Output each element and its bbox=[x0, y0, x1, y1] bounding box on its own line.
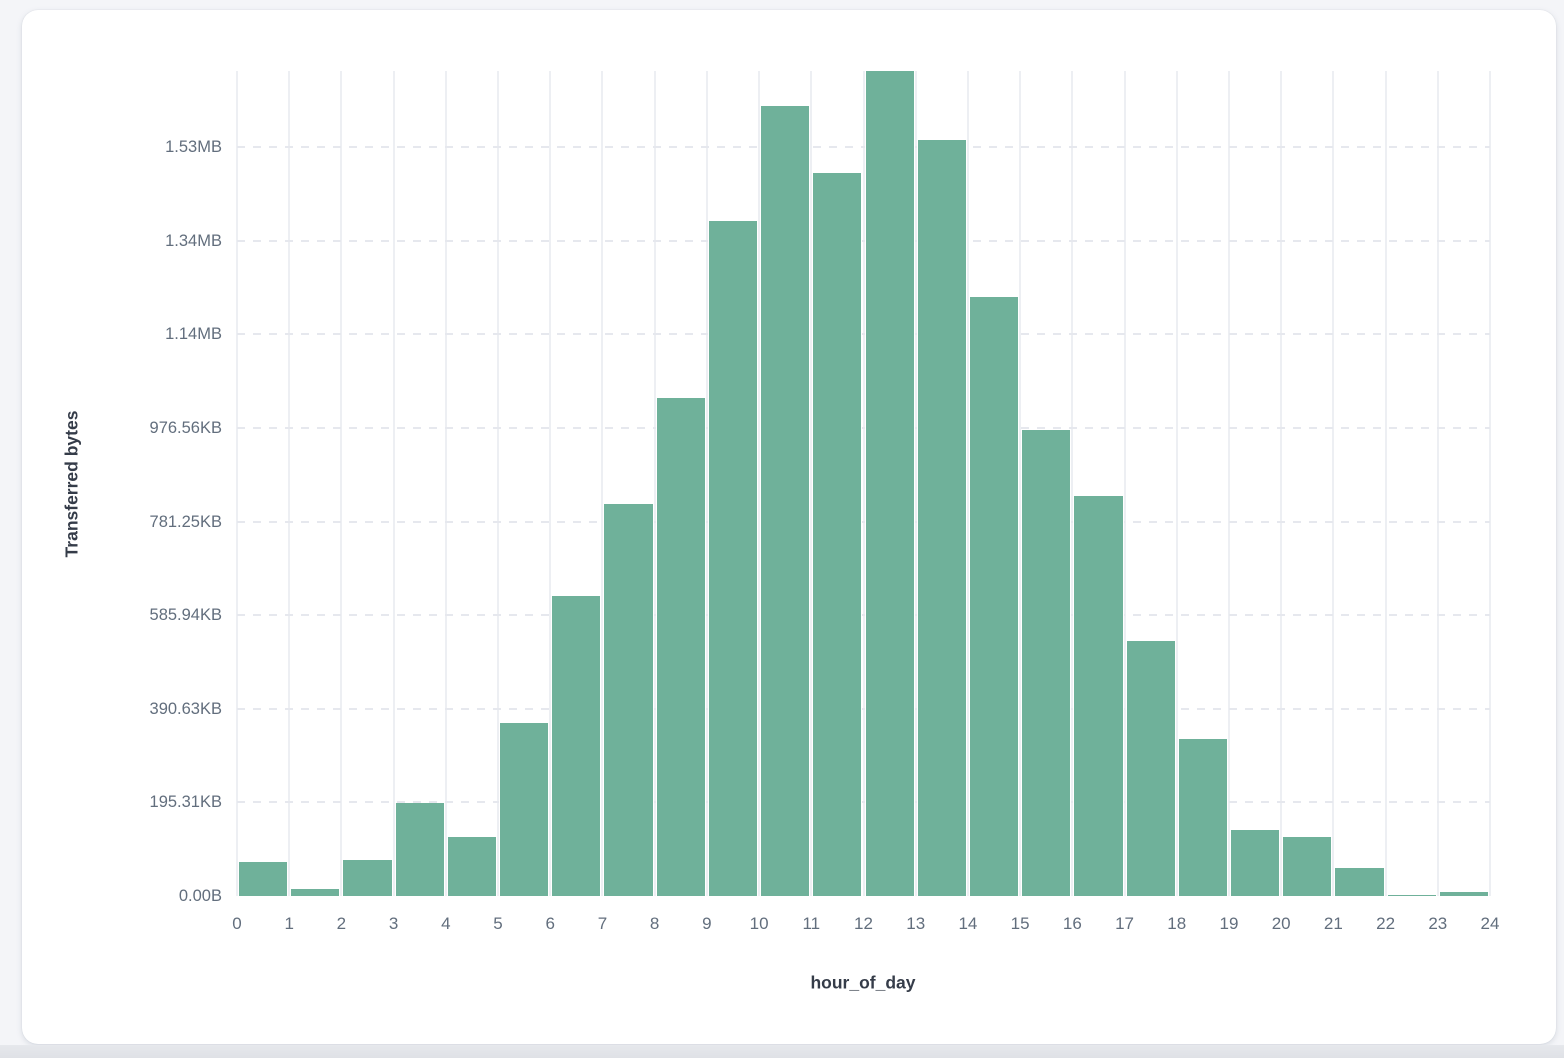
y-tick-label: 1.14MB bbox=[165, 325, 222, 344]
histogram-bar[interactable] bbox=[656, 397, 705, 896]
y-tick-label: 390.63KB bbox=[149, 699, 222, 718]
x-tick-label: 6 bbox=[545, 914, 555, 933]
histogram-bar[interactable] bbox=[447, 837, 497, 896]
x-tick-label: 18 bbox=[1167, 914, 1187, 933]
x-tick-label: 20 bbox=[1271, 914, 1291, 933]
histogram-bar[interactable] bbox=[395, 802, 444, 896]
y-tick-label: 195.31KB bbox=[149, 793, 222, 812]
y-tick-label: 585.94KB bbox=[149, 606, 222, 625]
x-tick-label: 8 bbox=[649, 914, 660, 933]
x-gridline bbox=[1227, 71, 1230, 896]
histogram-bar[interactable] bbox=[343, 860, 392, 896]
x-gridline bbox=[862, 71, 865, 896]
y-tick-label: 1.53MB bbox=[165, 138, 222, 157]
x-gridline bbox=[914, 71, 917, 896]
x-gridline bbox=[810, 71, 813, 896]
x-gridline bbox=[1175, 71, 1178, 896]
x-gridline bbox=[966, 71, 969, 896]
x-gridline bbox=[1489, 71, 1491, 896]
histogram-bar[interactable] bbox=[552, 596, 601, 896]
x-tick-label: 0 bbox=[232, 914, 242, 933]
histogram-bar[interactable] bbox=[1022, 429, 1071, 896]
x-tick-label: 24 bbox=[1480, 914, 1500, 933]
y-gridline bbox=[237, 614, 1490, 617]
page-bottom-strip bbox=[0, 1045, 1564, 1058]
x-tick-label: 10 bbox=[749, 914, 769, 933]
histogram-bar[interactable] bbox=[1439, 891, 1488, 896]
y-gridline bbox=[237, 520, 1490, 523]
histogram-bar[interactable] bbox=[1283, 837, 1332, 896]
x-tick-label: 13 bbox=[906, 914, 926, 933]
histogram-bar[interactable] bbox=[1074, 495, 1123, 896]
x-gridline bbox=[1280, 71, 1283, 896]
y-tick-label: 1.34MB bbox=[165, 231, 222, 250]
x-gridline bbox=[1019, 71, 1022, 896]
y-tick-label: 781.25KB bbox=[149, 512, 222, 531]
histogram-bar[interactable] bbox=[1178, 739, 1227, 896]
x-tick-label: 4 bbox=[441, 914, 451, 933]
x-tick-label: 9 bbox=[702, 914, 712, 933]
y-gridline bbox=[237, 427, 1490, 430]
histogram-bar[interactable] bbox=[1387, 894, 1436, 896]
x-gridline bbox=[1384, 71, 1387, 896]
x-gridline bbox=[758, 71, 761, 896]
x-tick-label: 5 bbox=[493, 914, 503, 933]
histogram-bar[interactable] bbox=[1335, 868, 1384, 896]
y-tick-label: 976.56KB bbox=[149, 419, 222, 438]
x-gridline bbox=[601, 71, 604, 896]
y-gridline bbox=[237, 146, 1490, 149]
y-gridline bbox=[237, 801, 1490, 804]
histogram-bar[interactable] bbox=[969, 296, 1019, 896]
x-tick-label: 7 bbox=[597, 914, 608, 933]
histogram-bar[interactable] bbox=[761, 106, 810, 896]
x-tick-label: 21 bbox=[1323, 914, 1343, 933]
x-gridline bbox=[497, 71, 500, 896]
histogram-bar[interactable] bbox=[291, 889, 340, 896]
x-gridline bbox=[236, 71, 238, 896]
x-gridline bbox=[340, 71, 343, 896]
x-tick-label: 22 bbox=[1376, 914, 1396, 933]
x-tick-label: 19 bbox=[1219, 914, 1239, 933]
x-gridline bbox=[1123, 71, 1126, 896]
x-tick-label: 15 bbox=[1010, 914, 1030, 933]
y-gridline bbox=[237, 239, 1490, 242]
x-gridline bbox=[288, 71, 291, 896]
histogram-bar[interactable] bbox=[500, 723, 549, 896]
histogram-bar[interactable] bbox=[708, 221, 758, 896]
histogram-bar[interactable] bbox=[1126, 641, 1175, 896]
histogram-bar[interactable] bbox=[865, 71, 914, 896]
histogram-bar[interactable] bbox=[813, 173, 862, 896]
x-tick-label: 11 bbox=[802, 914, 821, 933]
x-tick-label: 1 bbox=[284, 914, 294, 933]
x-tick-label: 16 bbox=[1062, 914, 1082, 933]
x-gridline bbox=[549, 71, 552, 896]
x-gridline bbox=[392, 71, 395, 896]
histogram-bar[interactable] bbox=[604, 503, 653, 896]
x-axis-title: hour_of_day bbox=[810, 972, 916, 993]
x-gridline bbox=[444, 71, 447, 896]
x-gridline bbox=[1436, 71, 1439, 896]
x-gridline bbox=[705, 71, 708, 896]
histogram-bar[interactable] bbox=[1230, 830, 1280, 896]
x-gridline bbox=[1332, 71, 1335, 896]
x-tick-label: 3 bbox=[388, 914, 399, 933]
histogram-bar[interactable] bbox=[239, 862, 288, 896]
y-gridline bbox=[237, 707, 1490, 710]
y-gridline bbox=[237, 333, 1490, 336]
histogram-bar[interactable] bbox=[917, 140, 966, 896]
x-tick-label: 17 bbox=[1115, 914, 1134, 933]
x-tick-label: 2 bbox=[336, 914, 347, 933]
x-tick-label: 14 bbox=[958, 914, 978, 933]
x-tick-label: 12 bbox=[854, 914, 873, 933]
x-gridline bbox=[653, 71, 656, 896]
x-tick-label: 23 bbox=[1428, 914, 1448, 933]
x-gridline bbox=[1071, 71, 1074, 896]
y-tick-label: 0.00B bbox=[178, 887, 222, 905]
